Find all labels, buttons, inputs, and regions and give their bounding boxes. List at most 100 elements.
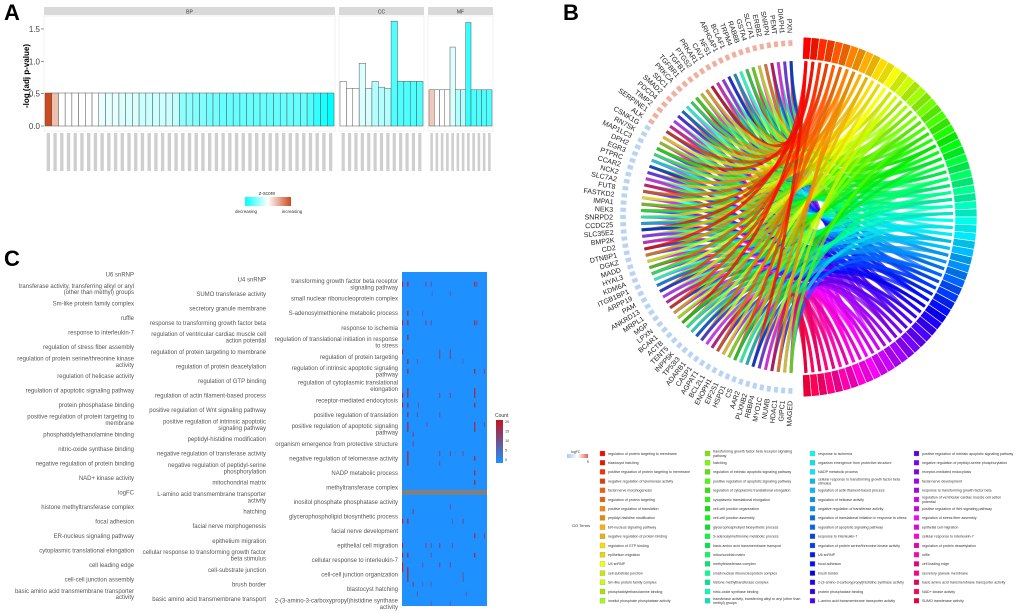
- term-legend-swatch: [599, 478, 606, 484]
- y-tick-label: 1.5: [29, 25, 41, 34]
- heatmap-cell: [474, 422, 476, 427]
- x-tick-label-glyph: [392, 133, 396, 171]
- chord-ribbon: [648, 253, 815, 373]
- term-legend-label: positive regulation of translation: [608, 507, 659, 511]
- term-legend-label: regulation of protein targeting to membr…: [608, 452, 677, 456]
- gene-label: GSTA4: [734, 18, 747, 42]
- chord-ribbon: [662, 80, 875, 299]
- x-tick-label-glyph: [379, 133, 384, 171]
- heatmap-cell: [425, 320, 427, 326]
- gene-label: GIPC1: [778, 400, 787, 422]
- heatmap-cell: [439, 543, 441, 548]
- chord-ribbon: [673, 269, 892, 343]
- term-arc-segment: [950, 245, 975, 258]
- chord-ribbon: [645, 91, 892, 190]
- chord-ribbon: [776, 68, 849, 373]
- chord-ribbon: [659, 163, 945, 293]
- term-legend-label: NADP metabolic process: [818, 470, 858, 474]
- gene-label: ANKRD13: [610, 309, 641, 332]
- heatmap-cell: [402, 543, 404, 548]
- term-arc-segment: [899, 331, 922, 354]
- heatmap-row-label: facial nerve development: [331, 529, 398, 535]
- x-tick-label-glyph: [386, 133, 390, 171]
- term-legend-swatch: [704, 515, 711, 521]
- term-legend-label: histone methyltransferase complex: [713, 581, 769, 585]
- chord-ribbon: [751, 66, 943, 277]
- term-legend-swatch: [704, 487, 711, 493]
- term-arc-segment: [944, 152, 969, 169]
- gene-label: PTGS2: [673, 47, 692, 70]
- bar: [416, 81, 424, 127]
- gene-label: ALK: [630, 107, 645, 120]
- x-tick-label-glyph: [477, 133, 481, 171]
- chord-ribbon: [700, 92, 903, 159]
- heatmap-cell: [483, 368, 485, 374]
- gene-label: TP53I3: [662, 356, 682, 378]
- chord-ribbon: [695, 96, 934, 172]
- heatmap-row-label: response to transforming growth factor b…: [150, 321, 267, 327]
- chord-ribbon: [644, 238, 934, 296]
- gene-logfc-cell: [704, 63, 712, 72]
- gene-logfc-cell: [636, 290, 645, 298]
- heatmap-cell: [407, 552, 409, 558]
- heatmap-cell: [476, 320, 478, 326]
- term-legend-label: mitochondrial matrix: [713, 553, 745, 557]
- term-legend-label: response to transforming growth factor b…: [922, 489, 992, 493]
- gene-logfc-cell: [620, 235, 628, 242]
- chord-ribbon: [647, 68, 849, 185]
- chord-ribbon: [751, 66, 926, 163]
- chord-ribbon: [662, 80, 875, 169]
- x-tick-label-glyph: [181, 133, 185, 171]
- heatmap-row-label: negative regulation of protein binding: [36, 461, 134, 467]
- gene-label: EIF2S1: [704, 381, 721, 405]
- term-legend-swatch: [599, 552, 606, 558]
- heatmap-cell: [407, 412, 409, 418]
- x-tick-label-glyph: [446, 133, 449, 171]
- x-tick-label-glyph: [241, 133, 245, 171]
- chord-ribbon: [739, 76, 869, 364]
- chord-ribbon: [685, 71, 856, 329]
- chord-ribbon: [685, 272, 903, 334]
- heatmap-cell: [407, 368, 409, 374]
- heatmap-row-label: epithelium migration: [212, 539, 266, 545]
- chord-ribbon: [677, 114, 947, 188]
- heatmap-cell: [474, 480, 476, 485]
- term-legend-label: negative regulation of telomerase activi…: [608, 479, 673, 483]
- count-legend-tick: 0: [505, 458, 507, 462]
- chord-ribbon: [681, 110, 940, 284]
- heatmap-row-label: negative regulation of transferase activ…: [157, 452, 266, 458]
- gene-logfc-cell: [670, 89, 679, 98]
- heatmap-cell: [425, 281, 427, 287]
- term-legend-label: phosphatidylethanolamine binding: [608, 590, 662, 594]
- term-legend-swatch: [704, 588, 711, 595]
- gene-logfc-cell: [624, 171, 632, 178]
- gene-label: CCAR2: [597, 155, 622, 169]
- gene-logfc-cell: [655, 106, 664, 114]
- chord-ribbon: [645, 244, 903, 334]
- gene-label: SNRPN: [759, 11, 770, 36]
- chord-ribbon: [690, 101, 951, 194]
- term-legend-label: cell leading edge: [922, 562, 949, 566]
- heatmap-row-label: methyltransferase complex: [326, 486, 398, 492]
- term-legend-swatch: [809, 533, 816, 539]
- heatmap-cell: [439, 562, 441, 568]
- term-arc-segment: [823, 370, 836, 395]
- gene-label: AAR2: [729, 390, 742, 410]
- term-legend-label: peptidyl-histidine modification: [608, 516, 655, 520]
- gene-logfc-cell: [670, 336, 679, 345]
- y-tick-label: 1.0: [29, 57, 41, 66]
- term-legend-label: transforming growth factor beta receptor…: [713, 450, 792, 458]
- chord-ribbon: [733, 73, 918, 160]
- facet-strip: [339, 7, 424, 15]
- gene-logfc-cell: [704, 362, 712, 371]
- chord-ribbon: [681, 260, 934, 324]
- gene-label: ARPP19: [607, 296, 634, 314]
- chord-ribbon: [681, 144, 937, 324]
- gene-label: PRKAR1: [678, 38, 699, 65]
- term-arc-segment: [954, 216, 978, 226]
- gene-label: MGP: [633, 322, 650, 337]
- chord-ribbon: [641, 226, 926, 308]
- heatmap-cell: [407, 281, 409, 287]
- chord-ribbon: [642, 170, 947, 203]
- heatmap-cell: [407, 310, 409, 316]
